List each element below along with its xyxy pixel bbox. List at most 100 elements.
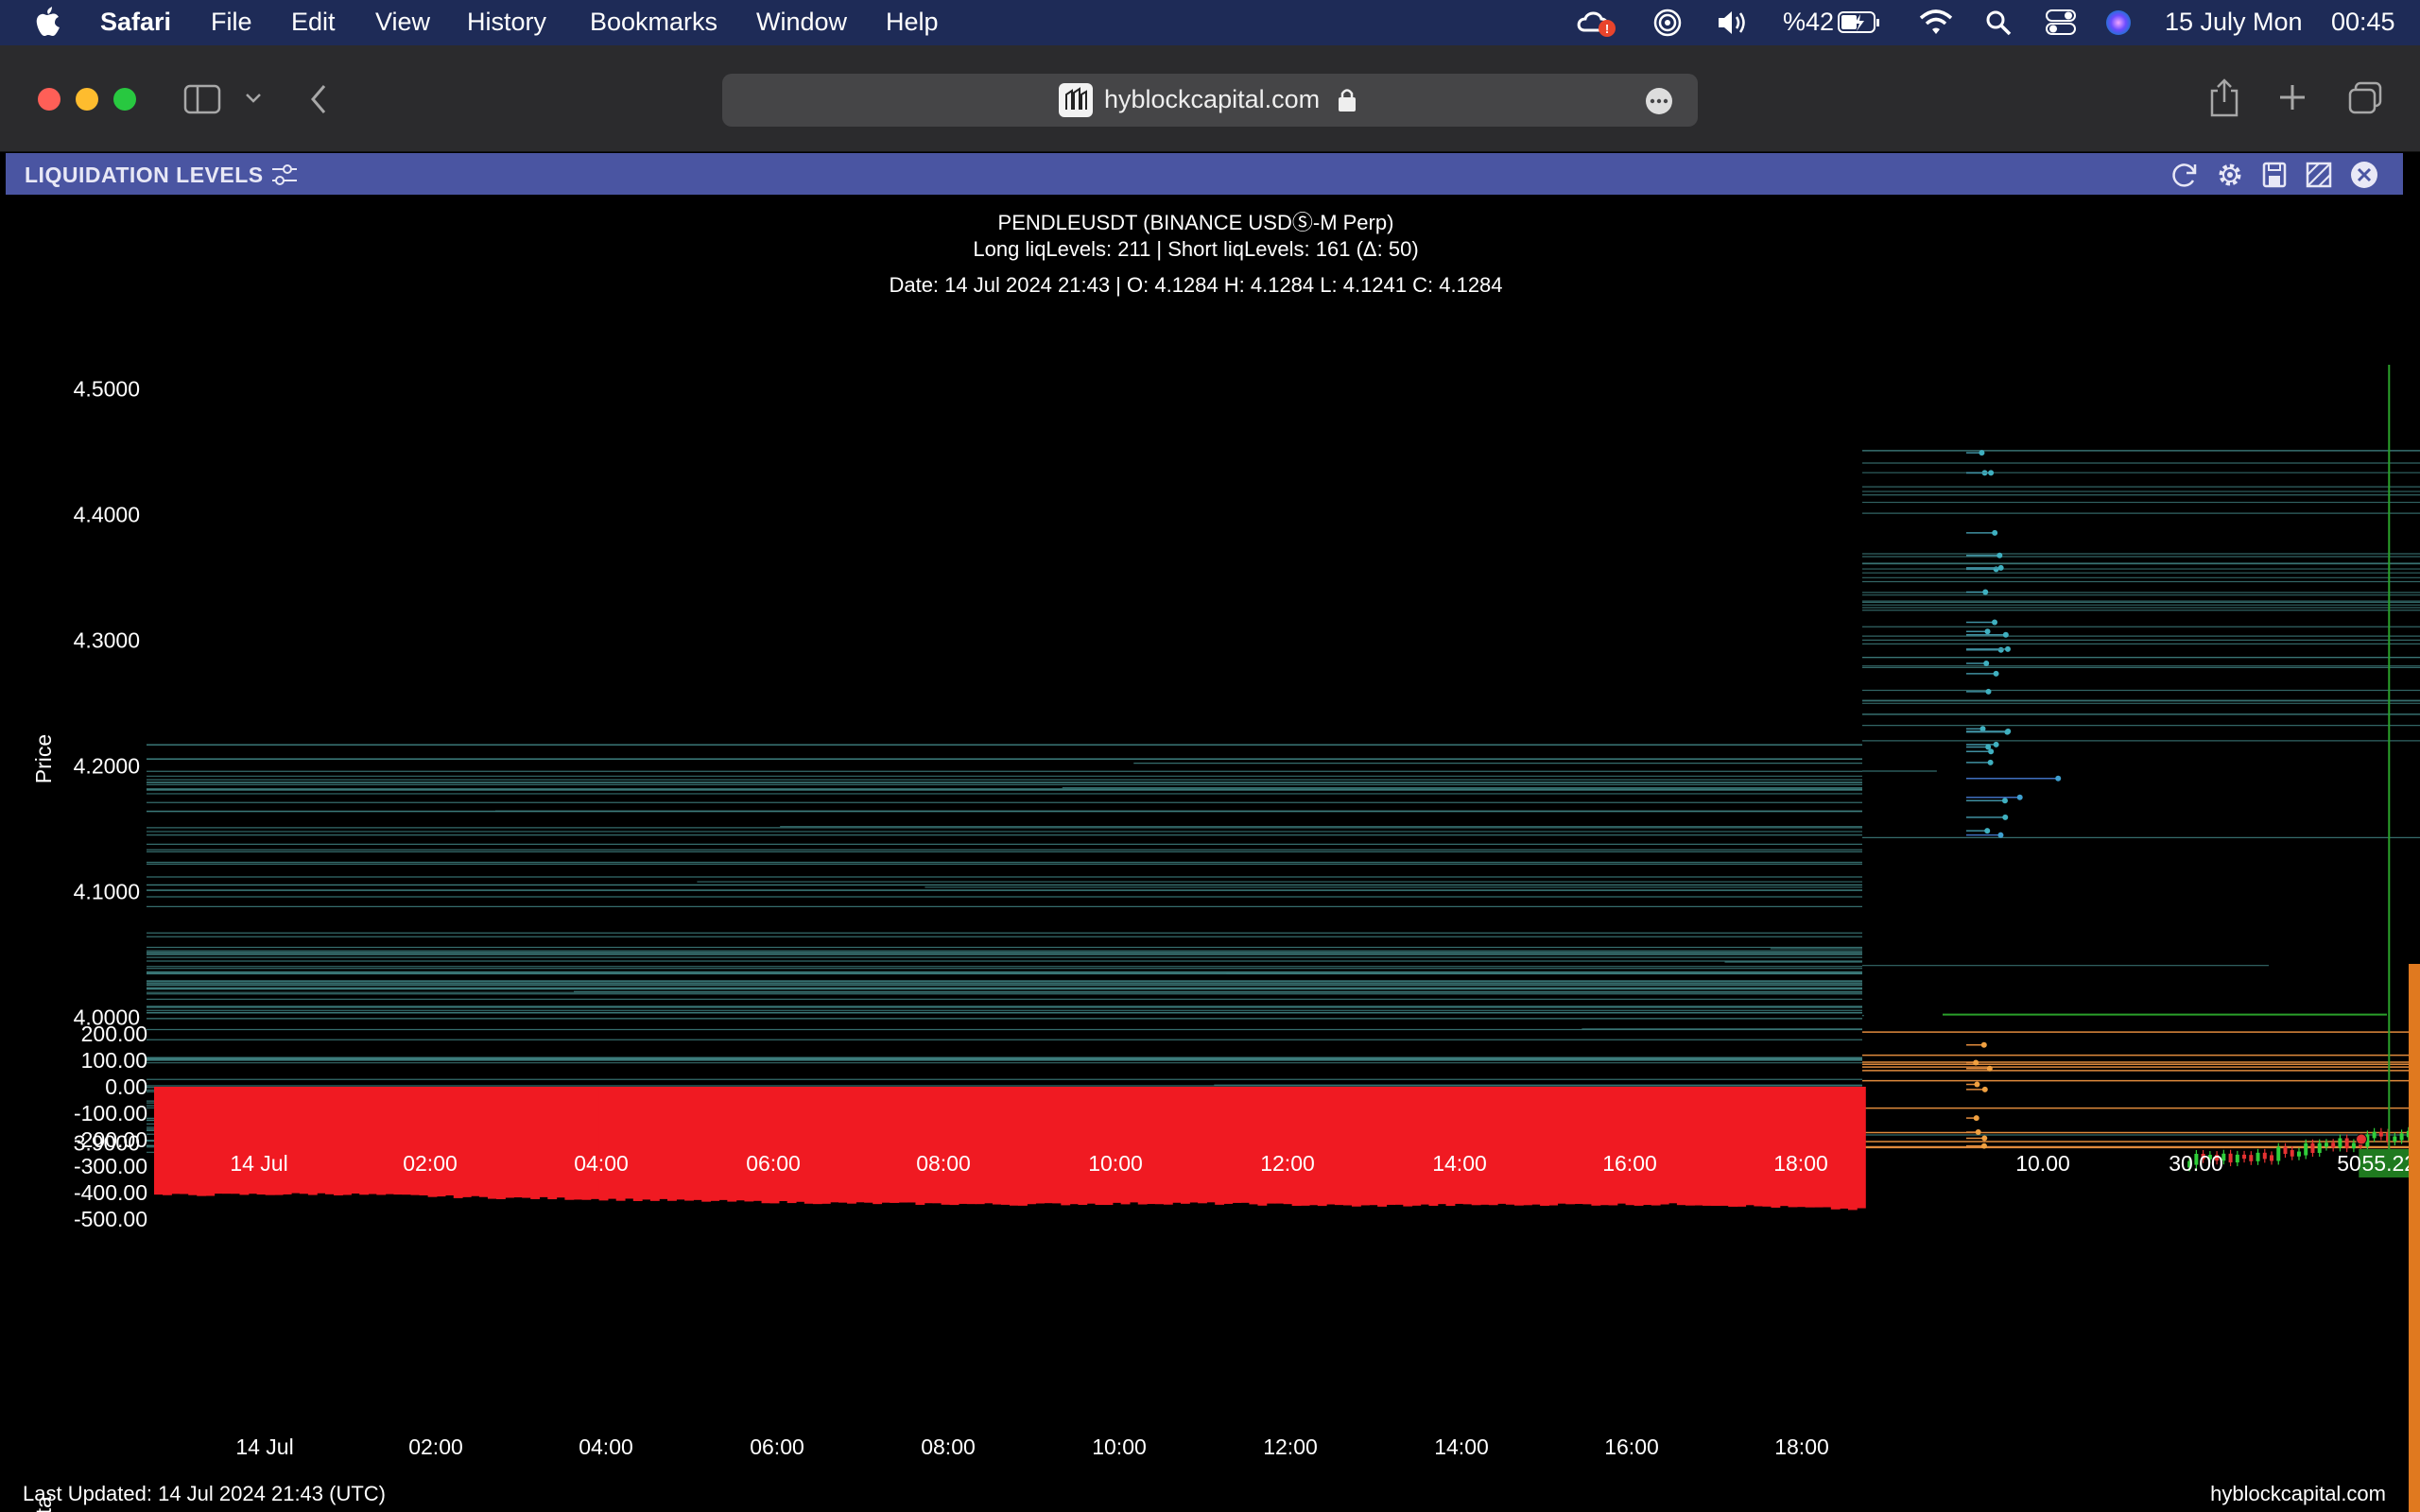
menubar-date[interactable]: 15 July Mon [2165, 8, 2303, 36]
delta-bar [1352, 1087, 1361, 1206]
profile-bar-end [1997, 832, 2004, 838]
menu-window[interactable]: Window [756, 8, 848, 36]
delta-bar [727, 1087, 737, 1202]
airdrop-icon[interactable] [1652, 8, 1683, 38]
new-tab-icon[interactable] [2278, 83, 2307, 112]
time-tick-label: 16:00 [1602, 1151, 1657, 1176]
delta-bar [453, 1087, 463, 1198]
menu-edit[interactable]: Edit [291, 8, 336, 36]
profile-bar-end [1973, 1059, 1979, 1066]
scrollbar-thumb[interactable] [2409, 964, 2420, 1512]
export-icon[interactable] [2305, 161, 2333, 189]
delta-bar [1232, 1087, 1242, 1203]
delta-bar [915, 1087, 925, 1205]
delta-bar [632, 1087, 643, 1201]
volume-icon[interactable] [1717, 9, 1751, 37]
delta-bar [290, 1087, 301, 1194]
menu-view[interactable]: View [375, 8, 431, 36]
search-icon[interactable] [1985, 9, 2012, 36]
delta-bar [856, 1087, 865, 1203]
close-window-button[interactable] [38, 88, 60, 111]
delta-bar [1668, 1087, 1678, 1204]
delta-bar [1291, 1087, 1302, 1207]
delta-bar [1249, 1087, 1259, 1205]
menubar-time[interactable]: 00:45 [2331, 8, 2395, 36]
delta-bar [624, 1087, 634, 1199]
refresh-icon[interactable] [2170, 161, 2199, 189]
settings-sliders-icon[interactable] [270, 162, 299, 188]
profile-bar-end [1988, 748, 1995, 755]
delta-bar [1694, 1087, 1703, 1206]
delta-bar [1659, 1087, 1669, 1205]
close-icon[interactable] [2350, 161, 2378, 189]
svg-text:!: ! [1605, 22, 1609, 36]
price-tick-label: 4.1000 [74, 880, 140, 904]
delta-bar [539, 1087, 549, 1197]
creative-cloud-icon[interactable]: ! [1577, 8, 1618, 38]
delta-bar [1342, 1087, 1353, 1206]
delta-bar [718, 1087, 729, 1200]
more-icon[interactable] [1645, 87, 1673, 115]
delta-bar [1069, 1087, 1080, 1205]
profile-bar-end [1981, 1086, 1988, 1092]
address-bar[interactable]: hyblockcapital.com [722, 74, 1698, 127]
candle [2262, 1152, 2267, 1160]
delta-bar [1505, 1087, 1515, 1205]
delta-bar [941, 1087, 951, 1205]
delta-bar [1779, 1087, 1789, 1207]
delta-bar [188, 1087, 199, 1195]
siri-icon[interactable] [2104, 9, 2133, 37]
delta-bar [769, 1087, 780, 1204]
candle [2187, 1160, 2192, 1168]
wifi-icon[interactable] [1919, 9, 1953, 35]
tabs-overview-icon[interactable] [2348, 81, 2382, 115]
apple-icon[interactable] [36, 7, 60, 37]
delta-bar [556, 1087, 566, 1198]
liquidation-chart[interactable]: 55.22 4.5000 4.4000 4.3000 4.2000 4.1000 4.00… [0, 197, 2420, 1512]
battery-icon[interactable] [1838, 10, 1881, 35]
chevron-down-icon[interactable] [244, 91, 263, 106]
price-axis-label: Price [31, 734, 56, 783]
delta-bar [1360, 1087, 1370, 1206]
profile-tick-label: 10.00 [2015, 1151, 2070, 1176]
minimize-window-button[interactable] [76, 88, 98, 111]
delta-bar [821, 1087, 831, 1204]
delta-bar [881, 1087, 891, 1203]
candle [2310, 1143, 2315, 1153]
delta-bar [1240, 1087, 1251, 1203]
menu-history[interactable]: History [467, 8, 547, 36]
delta-bar [1403, 1087, 1413, 1207]
share-icon[interactable] [2208, 77, 2240, 117]
control-center-icon[interactable] [2046, 9, 2076, 36]
sidebar-icon[interactable] [183, 84, 221, 114]
profile-bar-end [1984, 628, 1991, 635]
delta-bar [864, 1087, 873, 1203]
menu-file[interactable]: File [211, 8, 252, 36]
delta-bar [402, 1087, 412, 1195]
gear-icon[interactable] [2216, 161, 2244, 189]
delta-bar [436, 1087, 446, 1197]
delta-bar [1283, 1087, 1293, 1205]
delta-bar [1189, 1087, 1199, 1203]
delta-bar [641, 1087, 651, 1200]
candle [2215, 1155, 2220, 1161]
menu-bookmarks[interactable]: Bookmarks [590, 8, 718, 36]
time-tick-label: 18:00 [1773, 1151, 1828, 1176]
app-name[interactable]: Safari [100, 8, 172, 36]
delta-bar [615, 1087, 626, 1201]
delta-bar [1137, 1087, 1148, 1205]
delta-bar [1582, 1087, 1593, 1205]
profile-bar-end [2001, 798, 2008, 804]
save-icon[interactable] [2261, 161, 2288, 189]
time-tick-label: 10:00 [1088, 1151, 1143, 1176]
liquidation-levels-layer [147, 450, 2420, 1153]
back-icon[interactable] [308, 83, 329, 115]
delta-bar [461, 1087, 472, 1197]
delta-bar [1548, 1087, 1558, 1206]
zoom-window-button[interactable] [113, 88, 136, 111]
delta-time-tick-label: 02:00 [408, 1435, 463, 1459]
menu-help[interactable]: Help [886, 8, 939, 36]
delta-layer [154, 1087, 1866, 1211]
delta-tick-label: -200.00 [74, 1127, 147, 1152]
delta-bar [786, 1087, 797, 1204]
